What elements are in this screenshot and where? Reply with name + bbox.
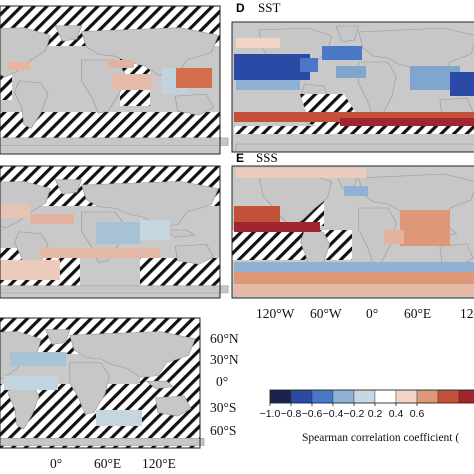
lat-label-30s: 30°S [210,400,236,415]
lon-bottom-120e: 120°E [142,456,176,471]
lon-label-0: 0° [366,306,378,321]
lon-bottom-0: 0° [50,456,62,471]
map-panel-top-left [0,5,229,155]
colorbar-tick-label: −1.0 [260,408,281,420]
panel-e-variable: SSS [256,150,278,165]
lat-label-60s: 60°S [210,423,236,438]
colorbar-cell [458,389,474,404]
lat-label-0: 0° [216,374,228,389]
colorbar-cell [416,389,439,404]
lon-label-60e: 60°E [404,306,431,321]
colorbar-cell [269,389,292,404]
panel-e-letter: E [236,151,244,165]
colorbar-tick-label: −0.2 [344,408,365,420]
colorbar-cell [311,389,334,404]
map-panel-e-sss [231,165,474,299]
colorbar-tick-label: −0.6 [302,408,323,420]
colorbar-tick-label: 0.6 [410,408,425,420]
colorbar-cell [395,389,418,404]
colorbar-tick-label: 0.2 [368,408,383,420]
lon-label-60w: 60°W [310,306,342,321]
colorbar-tick-label: −0.4 [323,408,344,420]
map-panel-d-sst [231,21,474,153]
colorbar-title: Spearman correlation coefficient ( [302,432,459,444]
colorbar-cell [437,389,460,404]
map-panel-middle-left [0,165,229,299]
lon-bottom-60e: 60°E [94,456,121,471]
panel-d-letter: D [236,1,245,15]
colorbar-tick-label: −0.8 [281,408,302,420]
colorbar-tick-label: 0.4 [389,408,404,420]
lon-label-120w: 120°W [256,306,295,321]
map-panel-bottom-left [0,317,205,449]
lon-label-120e-cut: 120 [460,306,474,321]
colorbar-cell [374,389,397,404]
colorbar-cell [332,389,355,404]
lat-label-60n: 60°N [210,331,239,346]
colorbar-cell [353,389,376,404]
lat-label-30n: 30°N [210,352,239,367]
panel-d-variable: SST [258,0,280,15]
colorbar-cell [290,389,313,404]
colorbar: −1.0 −0.8 −0.6 −0.4 −0.2 0.2 0.4 0.6 Spearman c… [260,389,474,444]
